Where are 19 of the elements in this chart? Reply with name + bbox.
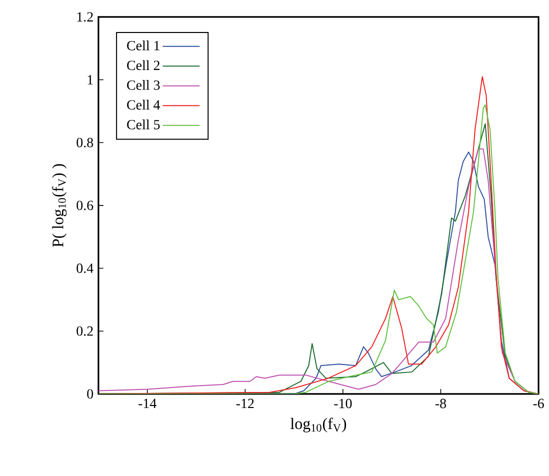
legend-label: Cell 2: [127, 60, 160, 70]
y-tick-label: 0.8: [76, 138, 94, 148]
y-tick-label: 0.6: [76, 200, 94, 210]
x-tick-label: -8: [435, 398, 446, 408]
legend-label: Cell 1: [127, 40, 160, 50]
y-tick-label: 0.4: [76, 264, 94, 274]
x-axis-title: log$_{10}$(f$_{V}$): [290, 418, 346, 433]
y-tick-label: 1.2: [77, 12, 93, 22]
legend-label: Cell 4: [127, 100, 160, 110]
y-tick-label: 0.2: [76, 326, 93, 336]
legend-label: Cell 5: [127, 120, 160, 130]
y-tick-label: 1: [88, 75, 93, 85]
y-tick-label: 0: [87, 389, 94, 399]
x-tick-label: -10: [334, 398, 352, 408]
y-axis-title: P( log$_{10}$(f$_{V}$) ): [52, 164, 67, 248]
x-tick-label: -6: [533, 398, 544, 408]
x-tick-label: -14: [138, 398, 156, 408]
x-tick-label: -12: [236, 398, 254, 408]
legend-label: Cell 3: [127, 80, 160, 90]
